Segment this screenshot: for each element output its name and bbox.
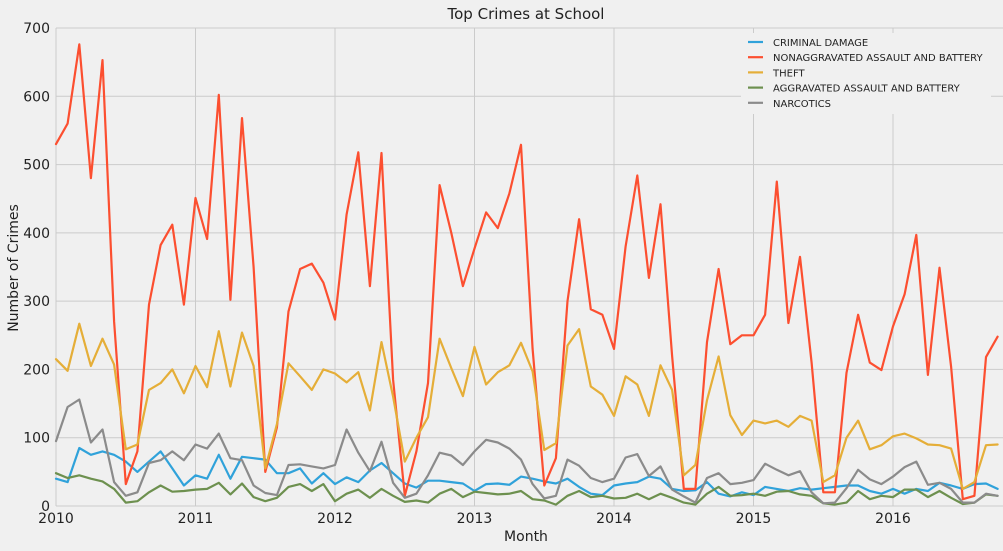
y-tick-labels: 0 100 200 300 400 500 600 700: [23, 21, 50, 515]
legend-box: [741, 33, 991, 114]
y-tick-label: 200: [23, 362, 50, 378]
grid: [55, 27, 1003, 507]
legend-label: NONAGGRAVATED ASSAULT AND BATTERY: [773, 53, 983, 64]
y-tick-label: 0: [41, 499, 50, 515]
y-tick-label: 600: [23, 89, 50, 105]
y-axis-label: Number of Crimes: [6, 204, 22, 332]
series-line-theft: [54, 322, 999, 490]
x-tick-label: 2015: [736, 511, 772, 527]
legend-label: NARCOTICS: [773, 99, 831, 110]
y-tick-label: 100: [23, 431, 50, 447]
series-line-criminal-damage: [54, 446, 999, 498]
y-tick-label: 500: [23, 158, 50, 174]
y-tick-label: 400: [23, 226, 50, 242]
x-tick-label: 2011: [178, 511, 214, 527]
legend-label: AGGRAVATED ASSAULT AND BATTERY: [773, 84, 961, 95]
y-tick-label: 300: [23, 294, 50, 310]
x-axis-label: Month: [504, 529, 548, 545]
x-tick-label: 2013: [457, 511, 493, 527]
legend: CRIMINAL DAMAGE NONAGGRAVATED ASSAULT AND…: [741, 33, 991, 114]
legend-label: THEFT: [772, 68, 806, 79]
x-tick-labels: 2010 2011 2012 2013 2014 2015 2016: [38, 511, 911, 527]
y-tick-label: 700: [23, 21, 50, 37]
legend-label: CRIMINAL DAMAGE: [773, 38, 868, 49]
chart-title: Top Crimes at School: [447, 5, 605, 23]
x-tick-label: 2010: [38, 511, 74, 527]
x-tick-label: 2016: [875, 511, 911, 527]
series-line-narcotics: [54, 398, 999, 505]
x-tick-label: 2012: [317, 511, 353, 527]
series-line-aggravated-assault-and-battery: [54, 472, 999, 506]
x-tick-label: 2014: [596, 511, 632, 527]
series-lines: [54, 43, 999, 506]
series-line-nonaggravated-assault-and-battery: [54, 43, 999, 501]
